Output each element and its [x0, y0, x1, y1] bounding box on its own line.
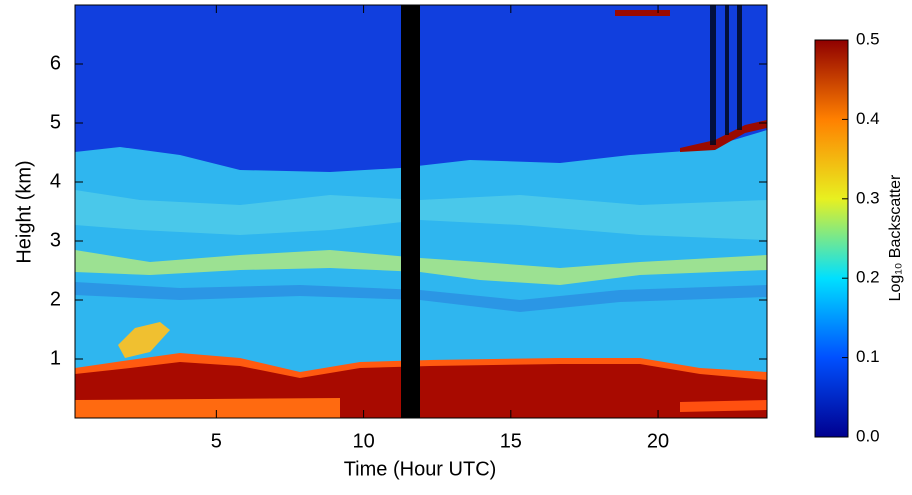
surface-layer — [75, 398, 340, 418]
y-axis-label: Height (km) — [13, 160, 35, 263]
band — [75, 190, 767, 240]
y-tick-label: 3 — [50, 229, 61, 251]
colorbar-tick-label: 0.1 — [856, 347, 880, 366]
colorbar-tick-label: 0.3 — [856, 188, 880, 207]
band — [75, 250, 767, 285]
x-tick-label: 5 — [211, 430, 222, 452]
y-tick-label: 1 — [50, 347, 61, 369]
y-tick-label: 2 — [50, 288, 61, 310]
surface-layer — [680, 400, 767, 412]
cloud — [680, 120, 767, 152]
x-tick-label: 10 — [352, 430, 374, 452]
colorbar-tick-label: 0.0 — [856, 426, 880, 445]
x-axis-label: Time (Hour UTC) — [344, 458, 497, 480]
plot-frame — [74, 4, 768, 419]
band — [118, 322, 170, 358]
x-tick-label: 20 — [647, 430, 669, 452]
band — [75, 282, 767, 312]
y-tick-label: 5 — [50, 111, 61, 133]
missing-data — [401, 5, 420, 418]
missing-data — [725, 5, 729, 135]
y-tick-label: 6 — [50, 52, 61, 74]
missing-data — [710, 5, 716, 145]
colorbar-tick-label: 0.2 — [856, 268, 880, 287]
cloud — [615, 10, 670, 16]
colorbar-tick-label: 0.4 — [856, 109, 880, 128]
missing-data — [737, 5, 742, 130]
heatmap-image — [75, 5, 767, 418]
x-tick-label: 15 — [500, 430, 522, 452]
y-tick-label: 4 — [50, 170, 61, 192]
colorbar — [814, 39, 849, 438]
colorbar-tick-label: 0.5 — [856, 29, 880, 48]
colorbar-label: Log₁₀ Backscatter — [887, 174, 904, 301]
